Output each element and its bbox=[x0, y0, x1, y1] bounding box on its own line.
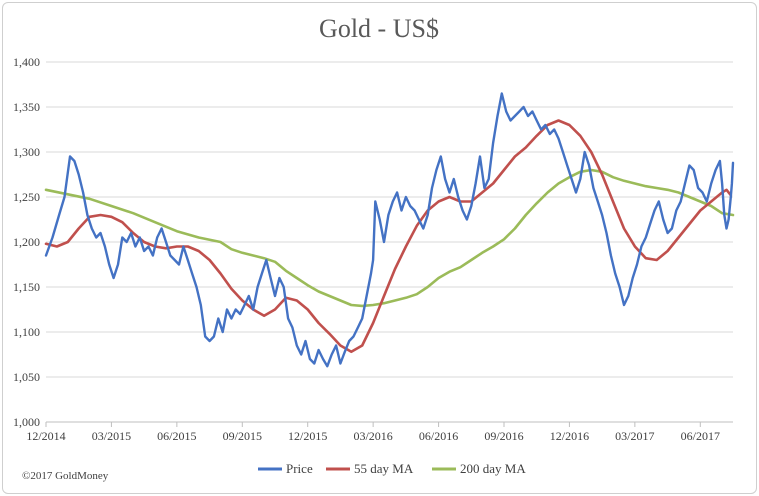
x-tick-label: 12/2015 bbox=[288, 429, 327, 443]
x-tick-label: 12/2014 bbox=[26, 429, 65, 443]
series-line-200-day-ma bbox=[44, 168, 735, 308]
x-tick-label: 03/2015 bbox=[92, 429, 131, 443]
legend-label: 200 day MA bbox=[460, 461, 526, 476]
chart-title: Gold - US$ bbox=[319, 14, 439, 43]
y-tick-label: 1,350 bbox=[13, 100, 40, 114]
y-tick-label: 1,100 bbox=[13, 325, 40, 339]
y-tick-label: 1,400 bbox=[13, 55, 40, 69]
legend-label: Price bbox=[286, 461, 313, 476]
series-line-price bbox=[44, 92, 735, 368]
y-axis-labels: 1,000 1,050 1,100 1,150 1,200 1,250 1,300 1,350… bbox=[13, 55, 40, 429]
y-tick-label: 1,000 bbox=[13, 415, 40, 429]
axes bbox=[45, 421, 733, 427]
x-tick-label: 09/2015 bbox=[223, 429, 262, 443]
y-tick-label: 1,300 bbox=[13, 145, 40, 159]
legend-label: 55 day MA bbox=[354, 461, 414, 476]
x-tick-label: 03/2016 bbox=[353, 429, 392, 443]
x-tick-label: 12/2016 bbox=[550, 429, 589, 443]
series-lines bbox=[44, 92, 735, 368]
gridlines bbox=[46, 61, 733, 378]
x-tick-label: 06/2017 bbox=[681, 429, 720, 443]
copyright-text: ©2017 GoldMoney bbox=[22, 470, 109, 482]
y-tick-label: 1,200 bbox=[13, 235, 40, 249]
y-tick-label: 1,050 bbox=[13, 370, 40, 384]
y-tick-label: 1,150 bbox=[13, 280, 40, 294]
x-axis-labels: 12/2014 03/2015 06/2015 09/2015 12/2015 03/20… bbox=[26, 429, 720, 443]
series-line-55-day-ma bbox=[44, 119, 733, 354]
x-tick-label: 03/2017 bbox=[615, 429, 654, 443]
y-tick-label: 1,250 bbox=[13, 190, 40, 204]
legend: Price 55 day MA 200 day MA bbox=[258, 461, 526, 476]
x-tick-label: 06/2016 bbox=[419, 429, 458, 443]
x-tick-label: 09/2016 bbox=[484, 429, 523, 443]
x-tick-label: 06/2015 bbox=[157, 429, 196, 443]
